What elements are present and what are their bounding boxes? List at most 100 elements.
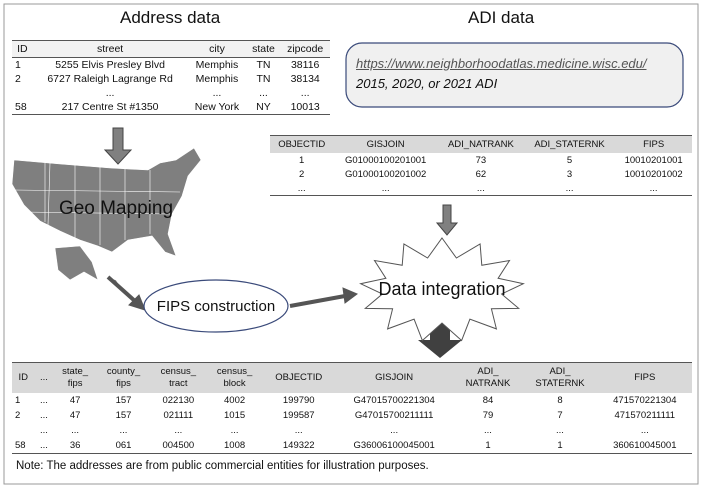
fips-ellipse [143, 279, 289, 333]
table-cell: 10010201001 [624, 154, 683, 166]
table-cell: Memphis [195, 73, 239, 85]
table-cell: ... [40, 425, 48, 436]
table-cell: NY [246, 100, 281, 115]
table-cell: 1 [453, 438, 523, 454]
table-cell: ... [119, 425, 128, 436]
header-cell: state [246, 40, 281, 58]
table-cell: ... [212, 87, 222, 99]
header-cell: ADI_ STATERNK [522, 362, 598, 393]
table-cell: 47 [69, 410, 81, 421]
table-cell: 2 [15, 73, 21, 85]
header-cell: street [32, 40, 188, 58]
table-cell: 38116 [290, 59, 320, 71]
table-cell: 1 [299, 154, 305, 166]
table-cell: ... [300, 87, 310, 99]
header-cell: zipcode [280, 40, 330, 58]
table-cell: ... [390, 425, 399, 436]
table-cell: 79 [482, 410, 494, 421]
arrow-down [435, 204, 459, 236]
table-cell: 58 [12, 438, 35, 454]
table-cell: ... [270, 181, 334, 196]
header-cell: city [187, 40, 247, 58]
table-cell: 4002 [224, 395, 246, 406]
table-cell: 3 [566, 168, 573, 180]
table-cell: ... [40, 410, 48, 421]
step-label: FIPS construction [157, 298, 275, 315]
table-row: ............ [12, 86, 330, 100]
table-cell: 471570221304 [613, 395, 677, 406]
table-cell: 021111 [163, 410, 194, 421]
note: Note: The addresses are from public comm… [16, 460, 429, 472]
table-cell: 1 [522, 438, 598, 454]
table-cell: 36 [53, 438, 97, 454]
table-cell: 2 [15, 410, 21, 421]
table-cell: 6727 Raleigh Lagrange Rd [47, 73, 173, 85]
table-row: 2 G01000100201002 62 3 10010201002 [270, 167, 692, 181]
header-cell: GISJOIN [333, 135, 438, 153]
table-cell: ... [294, 425, 303, 436]
table-cell: ... [259, 87, 268, 99]
table-cell: 5255 Elvis Presley Blvd [55, 59, 165, 71]
table-cell: G47015700221304 [353, 395, 435, 406]
table-cell: ... [105, 87, 115, 99]
table-cell: 10010201002 [624, 168, 683, 180]
table-cell: G01000100201001 [344, 154, 427, 166]
table-cell: ... [615, 181, 692, 196]
table-cell: 58 [12, 100, 33, 115]
table-cell: 73 [475, 154, 487, 166]
table-cell: 061 [96, 438, 151, 454]
table-cell: 38134 [290, 73, 320, 85]
source-url: https://www.neighborhoodatlas.medicine.w… [356, 56, 647, 71]
table-cell: 199587 [282, 410, 315, 421]
table-cell: 84 [482, 395, 494, 406]
table-row: 1 G01000100201001 73 5 10010201001 [270, 153, 692, 167]
table-cell: 199790 [282, 395, 315, 406]
table-cell: TN [256, 73, 271, 85]
header-cell: GISJOIN [334, 362, 454, 393]
table-cell: Memphis [195, 59, 239, 71]
header-cell: census_ tract [150, 362, 207, 393]
table-cell: G47015700211111 [354, 410, 434, 421]
table-cell: ... [556, 425, 564, 436]
source-years: 2015, 2020, or 2021 ADI [356, 76, 498, 91]
header-cell: ID [12, 40, 33, 58]
table-cell: ... [230, 425, 239, 436]
table-cell: 022130 [162, 395, 195, 406]
header-cell: county_ fips [96, 362, 151, 393]
table-cell: 10013 [280, 100, 330, 115]
header-row: ID... state_ fips county_ fips census_ trac… [12, 362, 692, 393]
arrow-map-to-fips [106, 275, 146, 311]
step-label: Geo Mapping [59, 198, 173, 219]
table-row: 58 217 Centre St #1350 New York NY 10013 [12, 100, 330, 115]
table-cell: ... [71, 425, 80, 436]
table-cell: 149322 [262, 438, 335, 454]
section-title: ADI data [468, 8, 535, 27]
table-cell: 47 [69, 395, 81, 406]
table-cell: 1015 [224, 410, 246, 421]
source-text: https://www.neighborhoodatlas.medicine.w… [356, 54, 647, 94]
table-cell: ... [40, 395, 48, 406]
address-table: ID street city state zipcode 1 5255 Elvis Pres… [12, 40, 330, 115]
header-cell: ADI_STATERNK [523, 135, 616, 153]
table-cell: 157 [115, 395, 132, 406]
table-cell: 157 [115, 410, 132, 421]
table-cell: 471570211111 [614, 410, 676, 421]
header-cell: ... [34, 362, 54, 393]
result-table: ID... state_ fips county_ fips census_ trac… [12, 362, 692, 454]
step-label: Data integration [378, 279, 505, 299]
header-row: OBJECTID GISJOIN ADI_NATRANK ADI_STATERNK FI… [270, 135, 692, 153]
table-cell: ... [34, 438, 54, 454]
table-cell: 004500 [150, 438, 207, 454]
table-row: .............................. [12, 423, 692, 438]
table-row: 2 6727 Raleigh Lagrange Rd Memphis TN 38134 [12, 72, 330, 86]
table-cell: 1 [15, 59, 21, 71]
table-cell: ... [437, 181, 524, 196]
table-cell: ... [333, 181, 438, 196]
header-row: ID street city state zipcode [12, 40, 330, 58]
table-cell: 5 [566, 154, 573, 166]
usa-map [11, 147, 202, 287]
header-cell: ADI_ NATRANK [453, 362, 523, 393]
table-cell [12, 86, 33, 100]
table-cell: 1008 [206, 438, 263, 454]
